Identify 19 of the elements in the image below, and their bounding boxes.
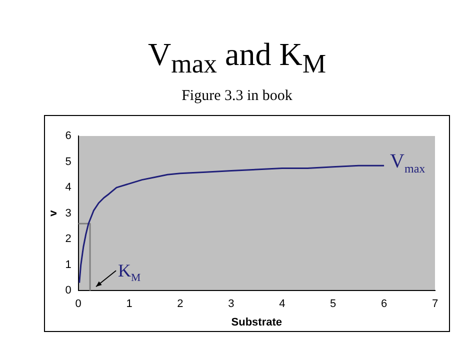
y-tick-label: 0 [65, 284, 72, 297]
x-tick-label: 2 [177, 298, 184, 310]
x-tick-label: 7 [432, 298, 438, 310]
chart-subtitle: Figure 3.3 in book [180, 88, 294, 105]
y-tick-label: 5 [65, 156, 72, 168]
x-tick-label: 3 [228, 298, 234, 310]
y-tick-label: 3 [65, 207, 72, 220]
y-tick-label: 2 [65, 233, 72, 246]
x-tick-label: 6 [380, 298, 388, 310]
x-tick-label: 5 [330, 298, 336, 310]
x-tick-label: 4 [279, 298, 286, 310]
y-axis-title: v [48, 209, 60, 216]
x-axis-title: Substrate [231, 316, 282, 328]
y-tick-label: 6 [65, 130, 72, 142]
x-tick-label: 0 [75, 298, 82, 310]
y-tick-label: 1 [65, 258, 72, 271]
chart-title: V$_{max}$ and K$_{M}$ [146, 36, 328, 80]
x-tick-label: 1 [126, 298, 132, 310]
y-tick-label: 4 [65, 182, 72, 194]
